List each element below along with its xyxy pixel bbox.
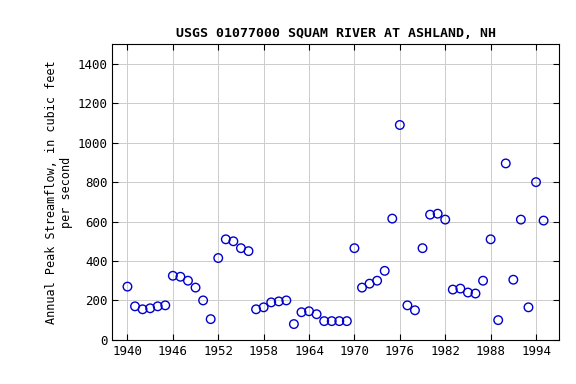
Point	[327, 318, 336, 324]
Point	[388, 215, 397, 222]
Point	[252, 306, 261, 312]
Point	[539, 217, 548, 223]
Point	[229, 238, 238, 244]
Point	[146, 305, 155, 311]
Point	[335, 318, 344, 324]
Point	[282, 297, 291, 303]
Point	[130, 303, 139, 310]
Point	[289, 321, 298, 327]
Point	[312, 311, 321, 317]
Point	[380, 268, 389, 274]
Point	[161, 302, 170, 308]
Point	[274, 298, 283, 305]
Point	[532, 179, 541, 185]
Point	[373, 278, 382, 284]
Point	[259, 304, 268, 310]
Point	[403, 302, 412, 308]
Point	[516, 217, 525, 223]
Point	[395, 122, 404, 128]
Point	[320, 318, 329, 324]
Point	[426, 212, 435, 218]
Point	[418, 245, 427, 251]
Point	[168, 273, 177, 279]
Point	[199, 297, 208, 303]
Point	[183, 278, 192, 284]
Point	[501, 161, 510, 167]
Point	[221, 236, 230, 242]
Point	[456, 286, 465, 292]
Point	[305, 308, 314, 314]
Point	[463, 290, 472, 296]
Point	[267, 299, 276, 305]
Point	[357, 285, 366, 291]
Point	[123, 283, 132, 290]
Point	[297, 309, 306, 315]
Point	[191, 285, 200, 291]
Point	[350, 245, 359, 251]
Point	[365, 281, 374, 287]
Point	[524, 304, 533, 310]
Point	[479, 278, 488, 284]
Point	[244, 248, 253, 254]
Point	[509, 276, 518, 283]
Point	[433, 210, 442, 217]
Point	[471, 290, 480, 296]
Point	[342, 318, 351, 324]
Point	[206, 316, 215, 322]
Point	[236, 245, 245, 251]
Point	[441, 217, 450, 223]
Point	[214, 255, 223, 261]
Point	[153, 303, 162, 310]
Title: USGS 01077000 SQUAM RIVER AT ASHLAND, NH: USGS 01077000 SQUAM RIVER AT ASHLAND, NH	[176, 27, 495, 40]
Point	[494, 317, 503, 323]
Point	[410, 307, 419, 313]
Point	[138, 306, 147, 312]
Y-axis label: Annual Peak Streamflow, in cubic feet
per second: Annual Peak Streamflow, in cubic feet pe…	[46, 60, 73, 324]
Point	[486, 236, 495, 242]
Point	[448, 286, 457, 293]
Point	[176, 274, 185, 280]
